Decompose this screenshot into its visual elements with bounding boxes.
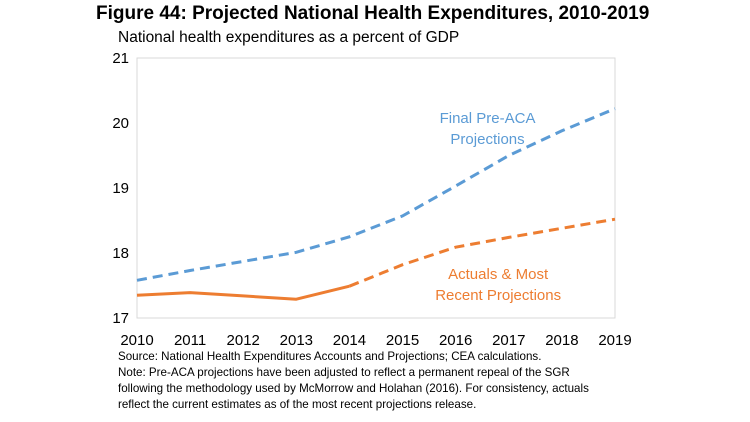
series-annotation: Final Pre-ACA — [440, 110, 536, 127]
y-tick-label: 18 — [112, 245, 129, 262]
note-line: reflect the current estimates as of the … — [118, 398, 477, 411]
x-tick-label: 2019 — [598, 332, 631, 349]
x-tick-label: 2015 — [386, 332, 419, 349]
chart-subtitle: National health expenditures as a percen… — [118, 29, 460, 46]
y-tick-label: 17 — [112, 310, 129, 327]
plot-area-frame — [136, 57, 616, 319]
note-line: Note: Pre-ACA projections have been adju… — [118, 366, 570, 379]
y-tick-label: 21 — [112, 50, 129, 67]
y-tick-label: 19 — [112, 180, 129, 197]
chart-notes: Source: National Health Expenditures Acc… — [118, 349, 748, 413]
note-line: following the methodology used by McMorr… — [118, 382, 589, 395]
series-line — [136, 107, 616, 282]
x-tick-label: 2014 — [333, 332, 366, 349]
x-tick-label: 2011 — [174, 332, 206, 349]
series-annotation: Actuals & Most — [448, 266, 549, 283]
series-line-actual — [136, 284, 350, 301]
x-tick-label: 2013 — [280, 332, 313, 349]
chart-title: Figure 44: Projected National Health Exp… — [96, 3, 650, 24]
series-line-projected — [348, 217, 616, 288]
source-note: Source: National Health Expenditures Acc… — [118, 350, 542, 363]
series-annotation: Recent Projections — [435, 287, 561, 304]
x-tick-label: 2018 — [545, 332, 578, 349]
x-tick-label: 2017 — [492, 332, 525, 349]
x-tick-label: 2012 — [227, 332, 260, 349]
x-tick-label: 2016 — [439, 332, 472, 349]
y-tick-label: 20 — [112, 115, 129, 132]
series-annotation: Projections — [450, 131, 524, 148]
x-tick-label: 2010 — [120, 332, 153, 349]
